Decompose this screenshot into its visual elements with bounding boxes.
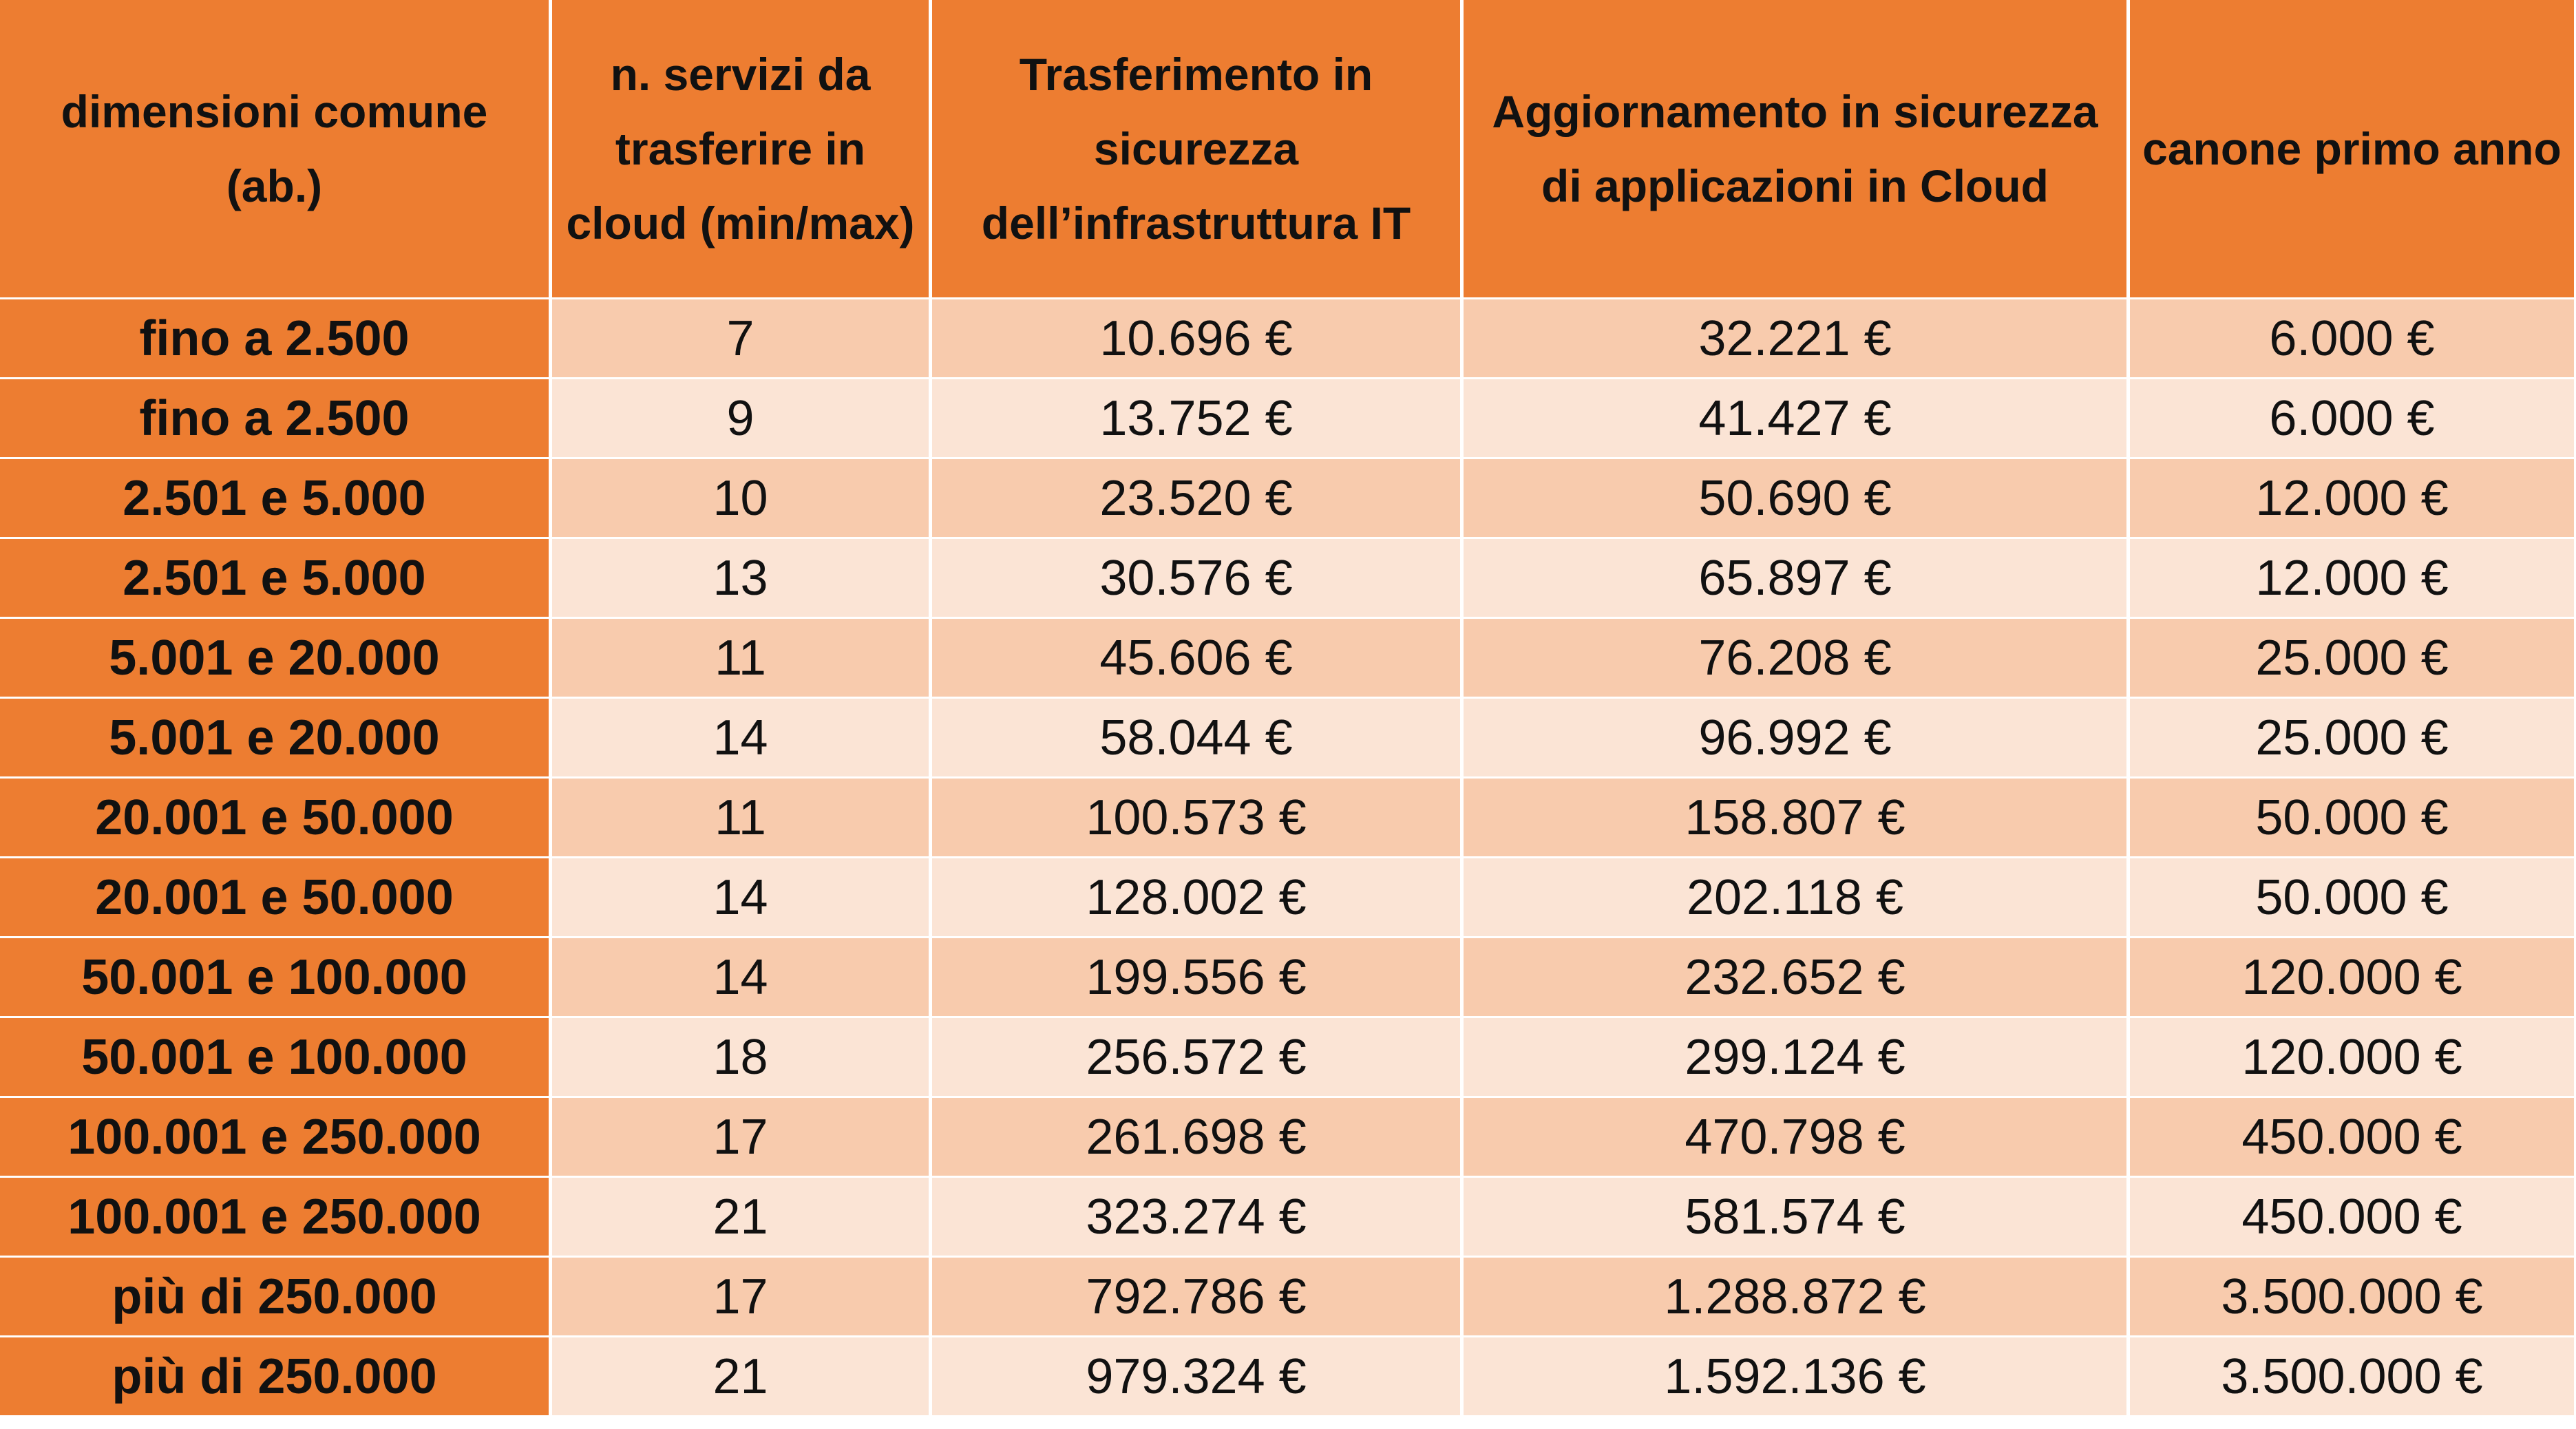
table-cell: 792.786 € [932, 1258, 1460, 1335]
header-cell: Aggiornamento in sicurezza di applicazio… [1464, 0, 2126, 297]
table-cell: 25.000 € [2130, 619, 2574, 697]
table-cell: 50.000 € [2130, 779, 2574, 856]
table-cell: 17 [552, 1258, 929, 1335]
row-label: fino a 2.500 [0, 299, 549, 377]
row-label: 20.001 e 50.000 [0, 858, 549, 936]
row-label: 5.001 e 20.000 [0, 619, 549, 697]
table-cell: 979.324 € [932, 1337, 1460, 1415]
table-cell: 120.000 € [2130, 1018, 2574, 1096]
table-cell: 50.000 € [2130, 858, 2574, 936]
table-cell: 3.500.000 € [2130, 1337, 2574, 1415]
table-cell: 158.807 € [1464, 779, 2126, 856]
table-cell: 14 [552, 938, 929, 1016]
table-cell: 11 [552, 779, 929, 856]
table-cell: 14 [552, 699, 929, 776]
row-label: 2.501 e 5.000 [0, 539, 549, 617]
table-cell: 261.698 € [932, 1098, 1460, 1176]
table-cell: 96.992 € [1464, 699, 2126, 776]
table-cell: 202.118 € [1464, 858, 2126, 936]
row-label: 50.001 e 100.000 [0, 1018, 549, 1096]
table-cell: 30.576 € [932, 539, 1460, 617]
row-label: 100.001 e 250.000 [0, 1098, 549, 1176]
table-cell: 299.124 € [1464, 1018, 2126, 1096]
table-cell: 21 [552, 1178, 929, 1256]
table-cell: 470.798 € [1464, 1098, 2126, 1176]
header-cell: canone primo anno [2130, 0, 2574, 297]
header-cell: dimensioni comune (ab.) [0, 0, 549, 297]
row-label: più di 250.000 [0, 1337, 549, 1415]
table-cell: 10 [552, 459, 929, 537]
table-cell: 581.574 € [1464, 1178, 2126, 1256]
table-cell: 32.221 € [1464, 299, 2126, 377]
row-label: fino a 2.500 [0, 379, 549, 457]
table-cell: 11 [552, 619, 929, 697]
table-cell: 25.000 € [2130, 699, 2574, 776]
table-cell: 50.690 € [1464, 459, 2126, 537]
table-cell: 450.000 € [2130, 1178, 2574, 1256]
table-cell: 65.897 € [1464, 539, 2126, 617]
table-cell: 21 [552, 1337, 929, 1415]
table-cell: 1.592.136 € [1464, 1337, 2126, 1415]
row-label: 5.001 e 20.000 [0, 699, 549, 776]
table-cell: 128.002 € [932, 858, 1460, 936]
table-cell: 18 [552, 1018, 929, 1096]
table-cell: 13.752 € [932, 379, 1460, 457]
table-cell: 13 [552, 539, 929, 617]
table-cell: 120.000 € [2130, 938, 2574, 1016]
table-cell: 10.696 € [932, 299, 1460, 377]
row-label: 20.001 e 50.000 [0, 779, 549, 856]
row-label: 2.501 e 5.000 [0, 459, 549, 537]
table-cell: 6.000 € [2130, 299, 2574, 377]
table-cell: 3.500.000 € [2130, 1258, 2574, 1335]
row-label: più di 250.000 [0, 1258, 549, 1335]
table-cell: 14 [552, 858, 929, 936]
table-cell: 232.652 € [1464, 938, 2126, 1016]
table-cell: 100.573 € [932, 779, 1460, 856]
header-cell: n. servizi da trasferire in cloud (min/m… [552, 0, 929, 297]
table-cell: 45.606 € [932, 619, 1460, 697]
table-cell: 76.208 € [1464, 619, 2126, 697]
table-cell: 7 [552, 299, 929, 377]
table-cell: 23.520 € [932, 459, 1460, 537]
header-cell: Trasferimento in sicurezza dell’infrastr… [932, 0, 1460, 297]
table-cell: 1.288.872 € [1464, 1258, 2126, 1335]
table-cell: 58.044 € [932, 699, 1460, 776]
row-label: 50.001 e 100.000 [0, 938, 549, 1016]
table-cell: 12.000 € [2130, 459, 2574, 537]
table-cell: 12.000 € [2130, 539, 2574, 617]
table-cell: 9 [552, 379, 929, 457]
table-cell: 323.274 € [932, 1178, 1460, 1256]
table-cell: 450.000 € [2130, 1098, 2574, 1176]
table-cell: 199.556 € [932, 938, 1460, 1016]
row-label: 100.001 e 250.000 [0, 1178, 549, 1256]
table-cell: 17 [552, 1098, 929, 1176]
table-cell: 41.427 € [1464, 379, 2126, 457]
table-cell: 6.000 € [2130, 379, 2574, 457]
table-cell: 256.572 € [932, 1018, 1460, 1096]
